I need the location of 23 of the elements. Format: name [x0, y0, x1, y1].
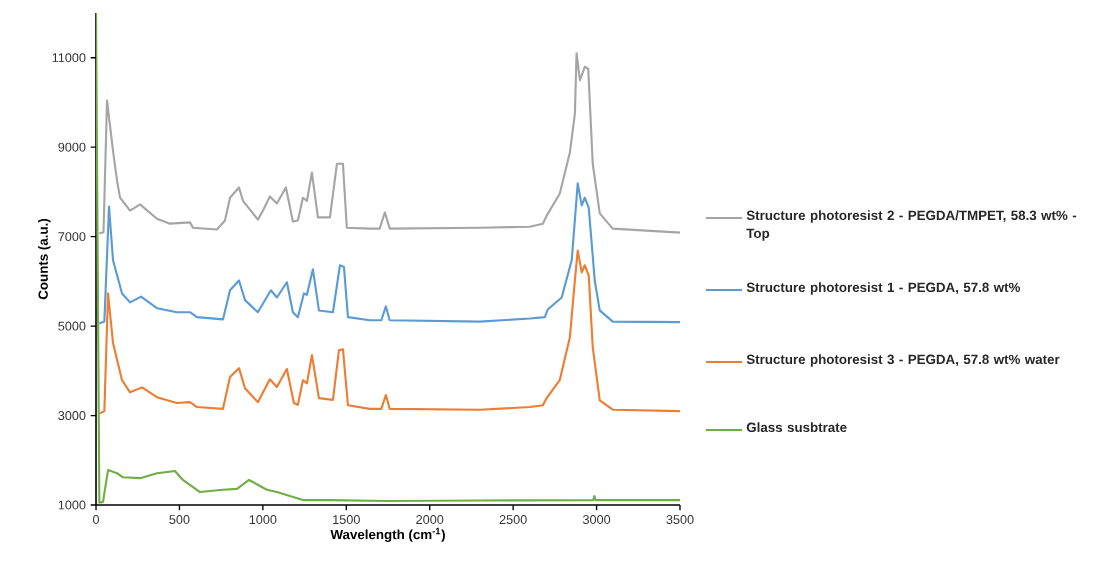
- y-tick-label: 7000: [58, 232, 86, 242]
- x-tick-label: 2000: [416, 515, 444, 525]
- x-tick-label: 1500: [333, 515, 360, 525]
- y-tick-label: 3000: [58, 411, 86, 421]
- x-tick-label: 500: [169, 515, 190, 525]
- y-tick-label: 5000: [58, 321, 86, 331]
- x-tick-label: 2500: [499, 515, 527, 525]
- legend-label: Structure photoresist 2 - PEGDA/TMPET, 58.3 wt% - Top: [746, 210, 1077, 241]
- x-tick-label: 3000: [582, 515, 611, 525]
- y-tick-label: 9000: [58, 142, 86, 152]
- line-series: [98, 52, 681, 235]
- legend-label: Glass susbtrate: [746, 422, 847, 433]
- x-axis-title: Wavelength (cm$^{-1}$): [330, 527, 445, 542]
- x-tick-label: 0: [92, 515, 100, 525]
- y-tick-label: 1000: [58, 500, 86, 510]
- legend-label: Structure photoresist 3 - PEGDA, 57.8 wt% water: [746, 354, 1060, 367]
- line-series: [98, 182, 681, 325]
- line-series: [98, 249, 681, 415]
- y-tick-label: 11000: [52, 53, 86, 63]
- legend-label: Structure photoresist 1 - PEGDA, 57.8 wt%: [746, 282, 1021, 295]
- x-tick-label: 1000: [249, 515, 277, 525]
- y-axis-title: Counts (a.u.): [38, 218, 51, 300]
- x-tick-label: 3500: [666, 515, 694, 525]
